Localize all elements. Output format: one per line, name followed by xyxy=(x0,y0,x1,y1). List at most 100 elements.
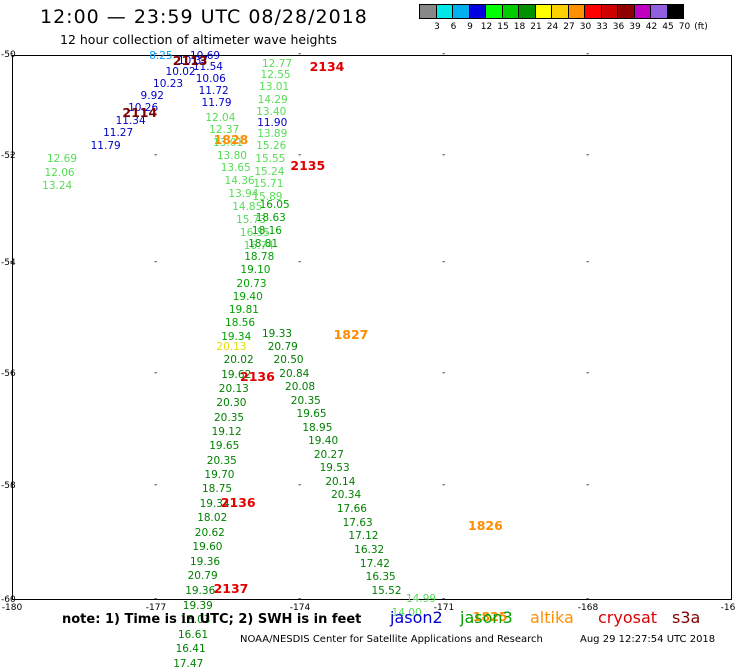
wave-height-value: 20.30 xyxy=(216,397,247,410)
colorbar-swatch xyxy=(633,4,651,19)
wave-height-value: 12.06 xyxy=(44,166,75,179)
colorbar-swatch xyxy=(600,4,618,19)
colorbar-label: 3 xyxy=(434,22,440,32)
wave-height-value: 10.02 xyxy=(165,66,196,79)
wave-height-value: 19.62 xyxy=(221,368,252,381)
colorbar-label: 27 xyxy=(563,22,575,32)
wave-height-value: 20.35 xyxy=(290,394,321,407)
lon-tick-label: -168 xyxy=(577,603,599,613)
colorbar-swatch xyxy=(551,4,569,19)
wave-height-value: 20.13 xyxy=(218,382,249,395)
wave-height-value: 19.40 xyxy=(308,435,339,448)
wave-height-value: 18.75 xyxy=(202,483,233,496)
colorbar-swatch xyxy=(666,4,684,19)
lat-tick-label: -52 xyxy=(1,150,16,161)
grid-dash: - xyxy=(10,149,14,160)
wave-height-value: 19.53 xyxy=(319,462,350,475)
wave-height-value: 20.73 xyxy=(236,277,267,290)
pass-time-label: 1826 xyxy=(468,517,503,533)
legend-cryosat: cryosat xyxy=(598,608,658,627)
grid-dash: - xyxy=(586,149,590,160)
wave-height-value: 13.01 xyxy=(213,136,244,149)
wave-height-value: 16.61 xyxy=(178,628,209,641)
wave-height-value: 13.01 xyxy=(259,81,290,94)
wave-height-value: 19.65 xyxy=(209,440,240,453)
wave-height-value: 11.27 xyxy=(103,127,134,140)
wave-height-value: 18.63 xyxy=(255,212,286,225)
page-subtitle: 12 hour collection of altimeter wave hei… xyxy=(60,32,337,47)
wave-height-value: 19.36 xyxy=(190,555,221,568)
wave-height-value: 20.34 xyxy=(331,489,362,502)
wave-height-value: 15.26 xyxy=(256,140,287,153)
colorbar-label: 18 xyxy=(513,22,526,32)
colorbar-swatch xyxy=(435,4,453,19)
wave-height-value: 17.42 xyxy=(359,557,390,570)
colorbar-swatch xyxy=(650,4,668,19)
wave-height-value: 10.37 xyxy=(178,54,209,67)
wave-height-value: 13.94 xyxy=(228,187,259,200)
wave-height-value: 15.89 xyxy=(252,191,283,204)
wave-height-value: 14.85 xyxy=(232,200,263,213)
wave-height-value: 12.37 xyxy=(209,124,240,137)
wave-height-value: 11.90 xyxy=(257,117,288,130)
wave-height-value: 19.40 xyxy=(232,290,263,303)
colorbar-label: 70 xyxy=(678,22,691,32)
wave-height-value: 16.32 xyxy=(354,543,385,556)
grid-dash: - xyxy=(154,149,158,160)
wave-height-value: 18.78 xyxy=(244,251,275,264)
wave-height-value: 19.33 xyxy=(262,327,293,340)
wave-height-value: 19.65 xyxy=(296,408,327,421)
note-text: note: 1) Time is in UTC; 2) SWH is in fe… xyxy=(62,612,362,627)
wave-height-value: 17.12 xyxy=(348,530,379,543)
wave-height-value: 15.52 xyxy=(371,584,402,597)
colorbar-label: 33 xyxy=(596,22,608,32)
lon-tick-label: -180 xyxy=(1,603,23,613)
colorbar-swatch xyxy=(501,4,519,19)
wave-height-value: 18.81 xyxy=(248,238,279,251)
wave-height-value: 11.79 xyxy=(201,97,232,110)
colorbar-label: 6 xyxy=(450,22,457,32)
grid-dash: - xyxy=(154,49,158,59)
lat-tick-label: -60 xyxy=(1,595,16,605)
wave-height-value: 16.35 xyxy=(365,571,396,584)
wave-height-value: 19.70 xyxy=(204,468,235,481)
colorbar-swatch xyxy=(534,4,552,19)
wave-height-value: 11.72 xyxy=(198,84,229,97)
colorbar-label: 24 xyxy=(546,22,559,32)
wave-height-value: 13.80 xyxy=(216,149,247,162)
wave-height-value: 12.77 xyxy=(262,57,293,70)
pass-time-label: 2113 xyxy=(172,52,208,68)
pass-time-label: 2114 xyxy=(122,104,158,120)
wave-height-value: 20.84 xyxy=(279,367,310,380)
grid-dash: - xyxy=(442,594,446,604)
grid-dash: - xyxy=(442,149,446,160)
lon-tick-label: -177 xyxy=(145,603,167,613)
wave-height-value: 13.24 xyxy=(42,180,73,193)
grid-dash: - xyxy=(154,594,158,604)
footer-credit: NOAA/NESDIS Center for Satellite Applica… xyxy=(240,634,543,645)
wave-height-value: 10.23 xyxy=(153,77,184,90)
wave-height-value: 18.03 xyxy=(180,614,211,627)
colorbar-label: 9 xyxy=(467,22,473,32)
colorbar-label: 15 xyxy=(497,22,509,32)
wave-height-value: 19.34 xyxy=(221,330,252,343)
wave-height-value: 13.40 xyxy=(256,105,287,118)
legend-jason2: jason2 xyxy=(390,608,443,627)
grid-dash: - xyxy=(586,49,590,59)
wave-height-value: 16.41 xyxy=(175,643,206,656)
grid-dash: - xyxy=(154,257,158,268)
colorbar-label: 36 xyxy=(612,22,625,32)
wave-height-value: 19.10 xyxy=(240,264,271,277)
grid-dash: - xyxy=(10,480,14,491)
wave-height-value: 16.05 xyxy=(259,199,290,212)
legend-s3a: s3a xyxy=(672,608,701,627)
grid-dash: - xyxy=(298,149,302,160)
colorbar-swatch xyxy=(419,4,437,19)
grid-dash: - xyxy=(586,367,590,378)
wave-height-value: 20.13 xyxy=(216,340,247,353)
wave-height-value: 15.55 xyxy=(255,152,286,165)
pass-time-label: 2135 xyxy=(290,158,326,174)
grid-dash: - xyxy=(154,480,158,491)
pass-time-label: 1828 xyxy=(213,131,249,147)
map-plot-area xyxy=(12,55,732,600)
